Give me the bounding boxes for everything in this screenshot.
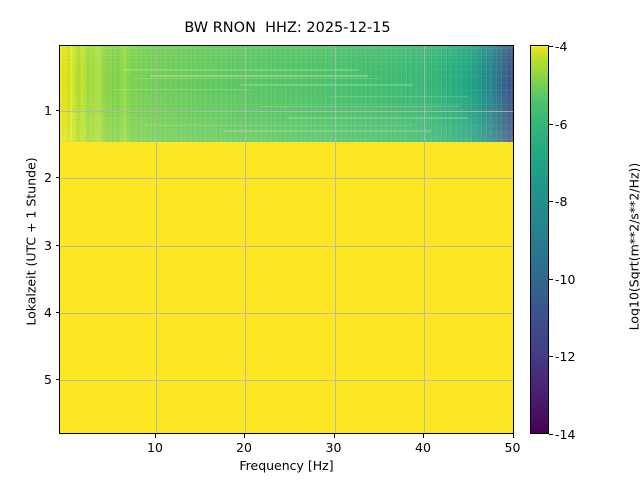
gridline-x-20 bbox=[245, 46, 246, 433]
spectrogram-axes bbox=[59, 45, 514, 434]
xtick-mark-1 bbox=[244, 434, 245, 438]
x-axis-label: Frequency [Hz] bbox=[239, 458, 334, 473]
colorbar-tick-label-5: -14 bbox=[555, 427, 576, 442]
spectrogram-noise-burst bbox=[123, 69, 359, 71]
gridline-x-10 bbox=[155, 46, 157, 433]
xtick-label-0: 10 bbox=[147, 440, 163, 455]
xtick-mark-3 bbox=[423, 434, 424, 438]
xtick-mark-4 bbox=[512, 434, 514, 438]
ytick-label-3: 4 bbox=[44, 304, 52, 320]
gridline-x-40 bbox=[424, 46, 425, 433]
spectrogram-noise-burst bbox=[141, 124, 414, 126]
spectrogram-noise-bursts bbox=[60, 46, 513, 142]
xtick-label-4: 50 bbox=[504, 440, 521, 455]
xtick-label-2: 30 bbox=[325, 440, 342, 455]
ytick-mark-2 bbox=[55, 244, 59, 246]
spectrogram-noise-burst bbox=[114, 89, 251, 91]
ytick-label-4: 5 bbox=[44, 372, 52, 387]
colorbar-tick-label-2: -8 bbox=[555, 194, 568, 210]
colorbar-tick-label-4: -12 bbox=[555, 349, 576, 365]
xtick-label-1: 20 bbox=[236, 440, 252, 455]
spectrogram-noise-burst bbox=[150, 74, 369, 77]
gridline-x-50 bbox=[514, 46, 515, 433]
gridline-y-1 bbox=[60, 111, 513, 112]
gridline-y-5 bbox=[60, 380, 513, 381]
gridline-y-3 bbox=[60, 245, 513, 247]
colorbar-tick-label-3: -10 bbox=[555, 271, 576, 287]
spectrogram-time-gradient bbox=[60, 46, 513, 142]
ytick-mark-4 bbox=[55, 379, 59, 380]
colorbar-tick-label-0: -4 bbox=[555, 39, 568, 54]
colorbar-tick-mark-1 bbox=[549, 123, 553, 125]
ytick-mark-3 bbox=[55, 311, 59, 313]
page-title: BW RNON HHZ: 2025-12-15 bbox=[184, 20, 391, 36]
spectrogram-noise-burst bbox=[223, 130, 432, 132]
xtick-mark-2 bbox=[333, 434, 335, 438]
spectrogram-noise-burst bbox=[132, 77, 382, 80]
spectrogram-data-band bbox=[60, 46, 513, 142]
ytick-label-1: 2 bbox=[44, 170, 52, 186]
ytick-label-0: 1 bbox=[44, 103, 52, 118]
spectrogram-low-frequency-columns bbox=[60, 46, 513, 142]
y-axis-label: Lokalzeit (UTC + 1 Stunde) bbox=[23, 157, 39, 326]
ytick-mark-0 bbox=[55, 110, 59, 111]
colorbar-tick-mark-5 bbox=[549, 434, 553, 435]
spectrogram-noise-burst bbox=[259, 105, 459, 108]
spectrogram-noise-burst bbox=[331, 95, 468, 98]
colorbar bbox=[530, 45, 549, 434]
spectrogram-noise-burst bbox=[286, 117, 468, 119]
spectrogram-time-striping bbox=[60, 46, 513, 142]
colorbar-title: Log10(Sqrt(m**2/s**2/Hz)) bbox=[626, 162, 640, 331]
spectrogram-noise-burst bbox=[241, 84, 414, 86]
colorbar-tick-label-1: -6 bbox=[555, 116, 568, 132]
xtick-mark-0 bbox=[154, 434, 156, 438]
xtick-label-3: 40 bbox=[415, 440, 431, 455]
gridline-y-2 bbox=[60, 178, 513, 180]
ytick-mark-1 bbox=[55, 177, 59, 179]
ytick-label-2: 3 bbox=[44, 237, 52, 253]
gridline-y-4 bbox=[60, 312, 513, 314]
spectrogram-frequency-gradient bbox=[60, 46, 513, 142]
gridline-x-30 bbox=[334, 46, 336, 433]
spectrogram-frequency-speckle bbox=[60, 46, 513, 142]
colorbar-tick-mark-3 bbox=[549, 278, 553, 280]
colorbar-tick-mark-0 bbox=[549, 46, 553, 47]
colorbar-tick-mark-2 bbox=[549, 201, 553, 203]
colorbar-tick-mark-4 bbox=[549, 356, 553, 358]
